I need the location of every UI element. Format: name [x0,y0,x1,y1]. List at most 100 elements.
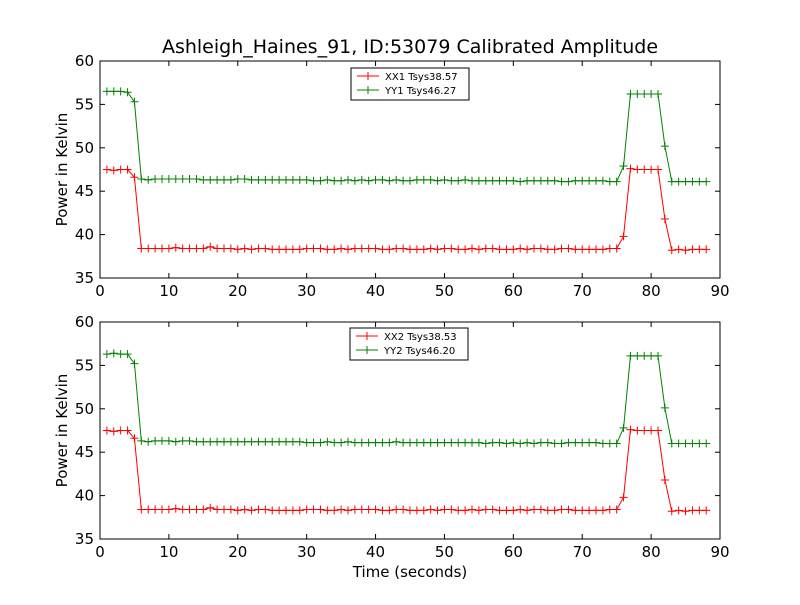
x-tick-label: 60 [504,543,523,561]
data-point-marker [461,245,470,254]
data-point-marker [323,506,332,515]
data-point-marker [674,506,683,515]
x-tick-label: 0 [95,282,105,300]
data-point-marker [233,245,242,254]
data-point-marker [171,437,180,446]
x-tick-label: 50 [435,282,454,300]
data-point-marker [330,245,339,254]
data-point-marker [144,437,153,446]
data-point-marker [102,350,111,359]
data-point-marker [151,505,160,514]
data-point-marker [516,177,525,186]
data-point-marker [385,245,394,254]
data-point-marker [213,175,222,184]
data-point-marker [571,245,580,254]
data-point-marker [633,426,642,435]
data-point-marker [688,245,697,254]
data-point-marker [171,243,180,252]
data-point-marker [592,176,600,185]
data-point-marker [605,505,614,514]
data-point-marker [488,244,497,253]
data-point-marker [495,506,504,515]
data-point-marker [605,177,614,186]
data-point-marker [226,244,235,253]
data-point-marker [419,506,428,515]
data-point-marker [144,175,153,184]
data-point-marker [247,175,256,184]
legend-swatch-marker [363,332,371,340]
data-point-marker [426,505,435,514]
data-point-marker [585,506,594,515]
data-point-marker [702,506,711,515]
data-point-marker [619,423,628,432]
data-point-marker [330,506,339,515]
data-point-marker [178,244,187,253]
x-tick-label: 50 [435,543,454,561]
data-point-marker [406,176,414,185]
data-point-marker [288,175,297,184]
data-point-marker [454,438,463,447]
data-point-marker [619,162,628,171]
data-point-marker [557,244,566,253]
data-point-marker [316,505,325,514]
data-point-marker [536,176,545,185]
data-point-marker [247,506,256,515]
data-point-marker [357,505,366,514]
x-tick-label: 40 [366,543,385,561]
data-point-marker [220,437,228,446]
data-point-marker [254,505,263,514]
data-point-marker [144,244,153,253]
data-point-marker [543,506,552,515]
data-point-marker [406,506,414,515]
data-point-marker [585,438,594,447]
data-point-marker [109,166,118,175]
data-point-marker [612,177,621,186]
data-point-marker [268,245,277,254]
data-point-marker [220,175,228,184]
data-point-marker [116,426,125,435]
series-1 [102,164,711,255]
data-point-marker [502,439,511,448]
data-point-marker [123,350,132,359]
data-point-marker [164,244,173,253]
data-point-marker [564,244,573,253]
data-point-marker [399,176,408,185]
data-point-marker [550,439,559,448]
data-point-marker [350,244,359,253]
data-point-marker [137,436,146,445]
y-tick-label: 60 [75,313,94,331]
data-point-marker [474,176,483,185]
series-2 [102,349,711,448]
data-point-marker [309,244,318,253]
data-point-marker [502,245,511,254]
data-point-marker [530,176,538,185]
data-point-marker [454,176,463,185]
data-point-marker [523,176,532,185]
y-tick-label: 55 [75,95,94,113]
data-point-marker [674,439,683,448]
data-point-marker [688,439,697,448]
data-point-marker [137,505,146,514]
data-point-marker [364,176,373,185]
data-point-marker [626,164,635,173]
data-point-marker [385,506,394,515]
data-point-marker [516,244,525,253]
data-point-marker [474,245,483,254]
data-point-marker [261,505,270,514]
data-point-marker [454,506,463,515]
data-point-marker [350,176,359,185]
data-point-marker [530,439,538,448]
data-point-marker [330,176,339,185]
data-point-marker [323,437,332,446]
data-point-marker [344,437,352,446]
data-point-marker [102,426,111,435]
data-point-marker [185,436,194,445]
data-point-marker [378,245,387,254]
data-point-marker [598,506,607,515]
data-point-marker [116,350,125,359]
data-point-marker [130,359,139,368]
data-point-marker [102,165,111,174]
data-point-marker [674,245,683,254]
data-point-marker [426,244,435,253]
data-point-marker [316,438,325,447]
